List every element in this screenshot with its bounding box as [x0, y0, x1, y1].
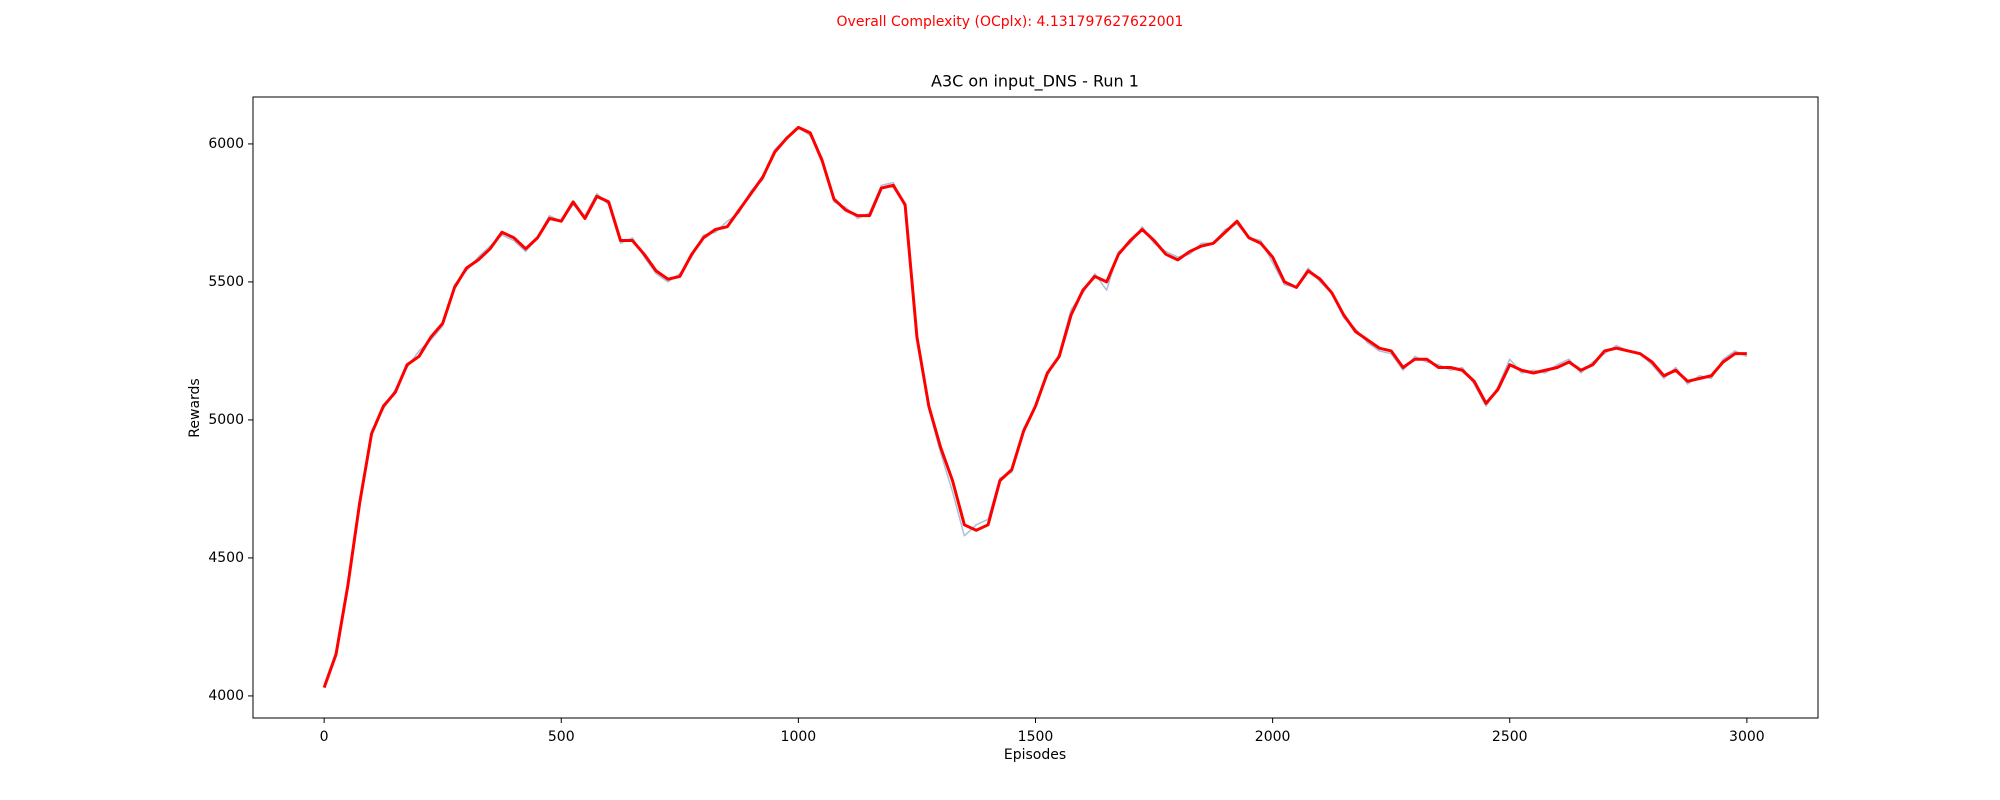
x-tick-label: 2500 — [1492, 729, 1528, 745]
y-tick-label: 5500 — [208, 274, 244, 290]
x-tick-label: 2000 — [1255, 729, 1291, 745]
suptitle: Overall Complexity (OCplx): 4.1317976276… — [837, 14, 1184, 30]
y-axis-label: Rewards — [187, 378, 203, 437]
y-tick-label: 4000 — [208, 688, 244, 704]
chart-title: A3C on input_DNS - Run 1 — [931, 72, 1139, 92]
y-tick-label: 6000 — [208, 136, 244, 152]
x-tick-label: 500 — [548, 729, 575, 745]
x-tick-label: 1000 — [781, 729, 817, 745]
x-axis-label: Episodes — [1004, 747, 1066, 763]
y-tick-label: 4500 — [208, 550, 244, 566]
series-line — [322, 125, 1747, 689]
y-tick-label: 5000 — [208, 412, 244, 428]
x-tick-label: 3000 — [1729, 729, 1765, 745]
x-tick-label: 0 — [320, 729, 329, 745]
x-tick-label: 1500 — [1018, 729, 1054, 745]
